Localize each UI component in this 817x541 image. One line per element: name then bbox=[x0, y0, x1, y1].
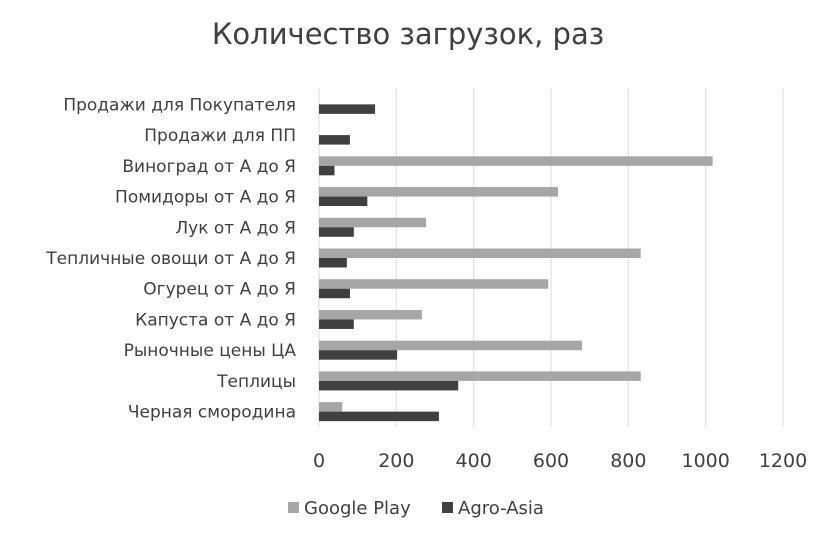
chart-title: Количество загрузок, раз bbox=[212, 17, 604, 51]
category-label: Черная смородина bbox=[128, 403, 296, 423]
bars bbox=[319, 104, 713, 422]
bar-google-play bbox=[319, 340, 582, 351]
bar-google-play bbox=[319, 402, 343, 412]
bar-agro-asia bbox=[319, 258, 347, 268]
category-label: Продажи для Покупателя bbox=[63, 95, 296, 115]
bar-google-play bbox=[319, 156, 713, 166]
category-labels: Продажи для Покупателя Продажи для ПП Вино… bbox=[45, 95, 296, 422]
x-tick-labels: 0 200 400 600 800 1000 1200 bbox=[313, 450, 807, 472]
bar-agro-asia bbox=[319, 196, 368, 207]
legend-swatch bbox=[288, 502, 299, 513]
category-label: Помидоры от А до Я bbox=[115, 188, 296, 208]
bar-agro-asia bbox=[319, 104, 376, 114]
legend-label: Google Play bbox=[304, 498, 411, 519]
bar-agro-asia bbox=[319, 135, 350, 145]
category-label: Лук от А до Я bbox=[175, 218, 296, 238]
x-tick-label: 1000 bbox=[681, 450, 729, 472]
category-label: Тепличные овощи от А до Я bbox=[45, 249, 296, 269]
bar-google-play bbox=[319, 217, 427, 228]
bar-google-play bbox=[319, 309, 422, 320]
category-label: Теплицы bbox=[216, 372, 296, 392]
legend: Google Play Agro-Asia bbox=[288, 498, 544, 519]
bar-agro-asia bbox=[319, 288, 350, 299]
legend-swatch bbox=[442, 502, 453, 513]
bar-google-play bbox=[319, 279, 549, 289]
bar-agro-asia bbox=[319, 380, 459, 391]
x-tick-label: 400 bbox=[456, 450, 492, 472]
legend-label: Agro-Asia bbox=[458, 498, 544, 519]
category-label: Капуста от А до Я bbox=[135, 310, 296, 330]
bar-google-play bbox=[319, 187, 558, 197]
x-tick-label: 1200 bbox=[759, 450, 807, 472]
x-tick-label: 200 bbox=[378, 450, 414, 472]
category-label: Виноград от А до Я bbox=[122, 157, 296, 177]
x-tick-label: 0 bbox=[313, 450, 325, 472]
x-tick-label: 800 bbox=[610, 450, 646, 472]
bar-agro-asia bbox=[319, 411, 439, 422]
bar-google-play bbox=[319, 248, 641, 258]
x-tick-label: 600 bbox=[533, 450, 569, 472]
category-label: Продажи для ПП bbox=[144, 126, 296, 146]
bar-agro-asia bbox=[319, 227, 354, 237]
category-label: Рыночные цены ЦА bbox=[124, 341, 297, 361]
category-label: Огурец от А до Я bbox=[143, 280, 296, 300]
bar-agro-asia bbox=[319, 319, 354, 329]
bar-agro-asia bbox=[319, 165, 335, 176]
bar-agro-asia bbox=[319, 350, 398, 360]
bar-google-play bbox=[319, 371, 641, 381]
